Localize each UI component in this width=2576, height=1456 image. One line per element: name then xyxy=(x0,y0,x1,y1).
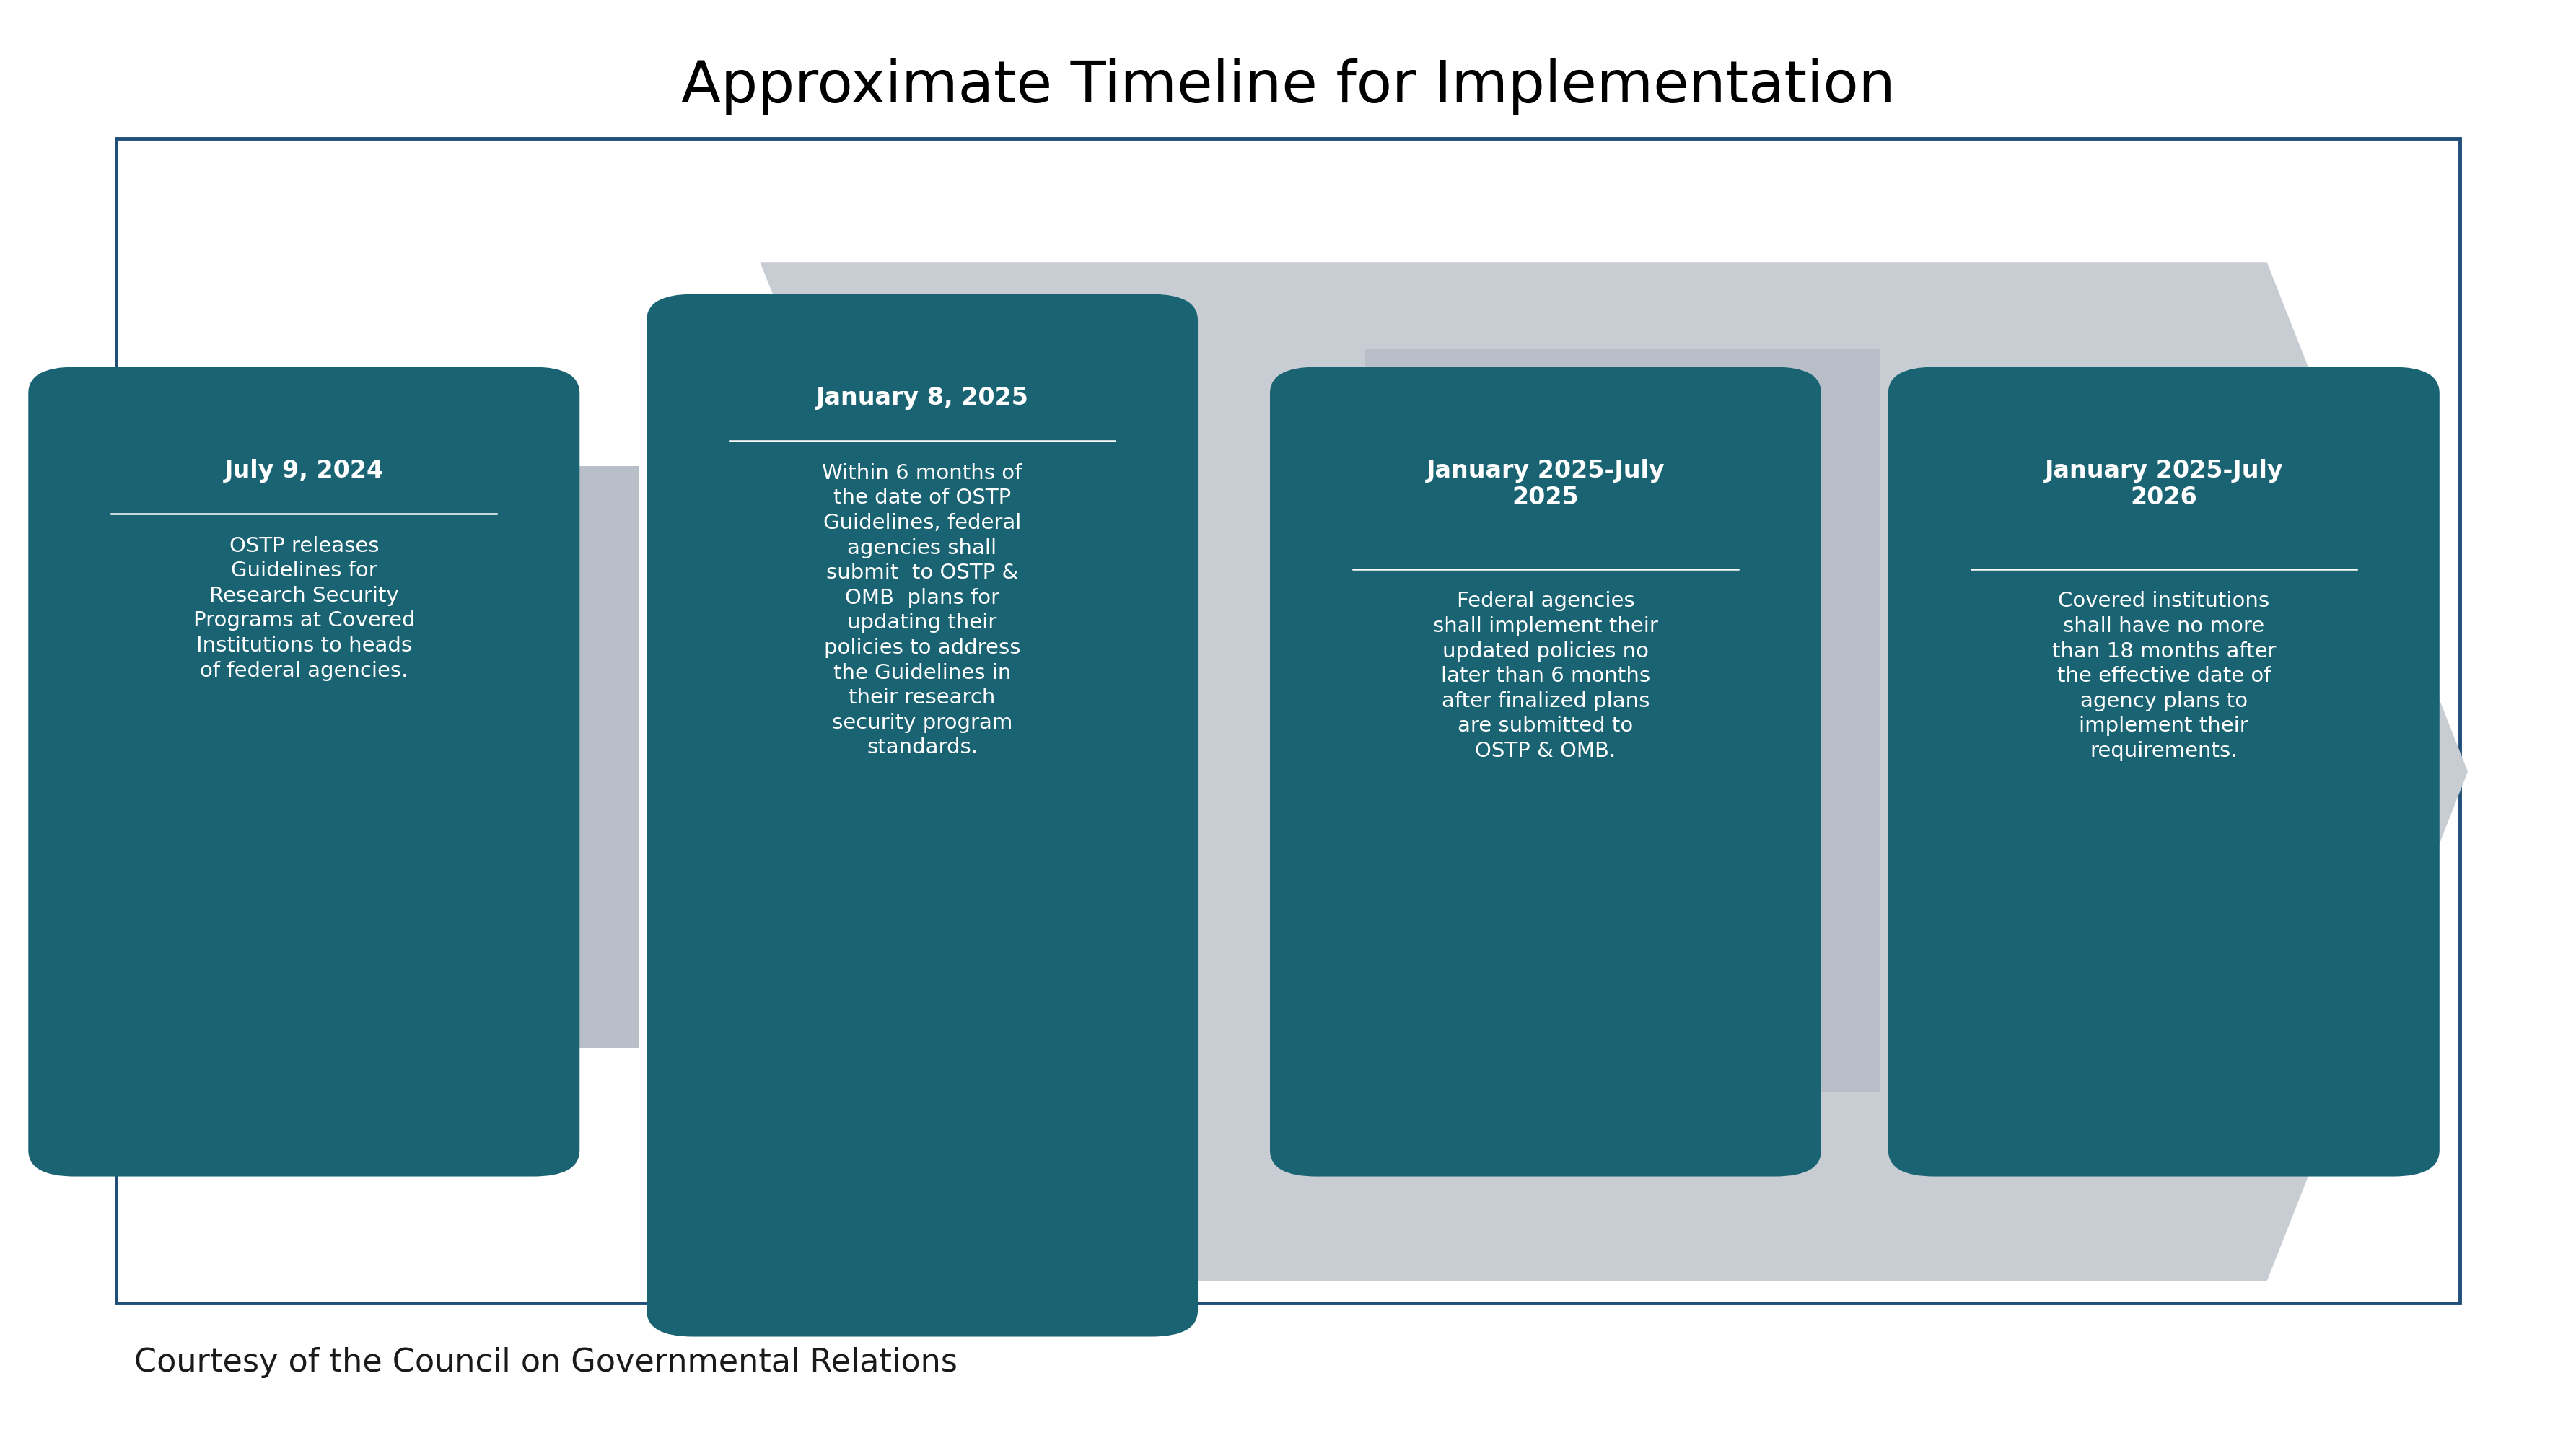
FancyBboxPatch shape xyxy=(116,138,2460,1303)
FancyBboxPatch shape xyxy=(1270,367,1821,1176)
Text: January 2025-July
2026: January 2025-July 2026 xyxy=(2045,459,2282,510)
Polygon shape xyxy=(760,262,2468,1281)
Text: Covered institutions
shall have no more
than 18 months after
the effective date : Covered institutions shall have no more … xyxy=(2053,591,2275,761)
FancyBboxPatch shape xyxy=(124,466,639,1048)
Text: Approximate Timeline for Implementation: Approximate Timeline for Implementation xyxy=(680,58,1896,115)
Text: Federal agencies
shall implement their
updated policies no
later than 6 months
a: Federal agencies shall implement their u… xyxy=(1432,591,1659,761)
FancyBboxPatch shape xyxy=(1888,367,2439,1176)
FancyBboxPatch shape xyxy=(1365,349,1880,1092)
Text: Courtesy of the Council on Governmental Relations: Courtesy of the Council on Governmental … xyxy=(134,1347,958,1377)
Text: January 2025-July
2025: January 2025-July 2025 xyxy=(1427,459,1664,510)
Text: Within 6 months of
the date of OSTP
Guidelines, federal
agencies shall
submit  t: Within 6 months of the date of OSTP Guid… xyxy=(822,463,1023,757)
Text: July 9, 2024: July 9, 2024 xyxy=(224,459,384,482)
Text: OSTP releases
Guidelines for
Research Security
Programs at Covered
Institutions : OSTP releases Guidelines for Research Se… xyxy=(193,536,415,681)
FancyBboxPatch shape xyxy=(647,294,1198,1337)
FancyBboxPatch shape xyxy=(28,367,580,1176)
Text: January 8, 2025: January 8, 2025 xyxy=(817,386,1028,409)
